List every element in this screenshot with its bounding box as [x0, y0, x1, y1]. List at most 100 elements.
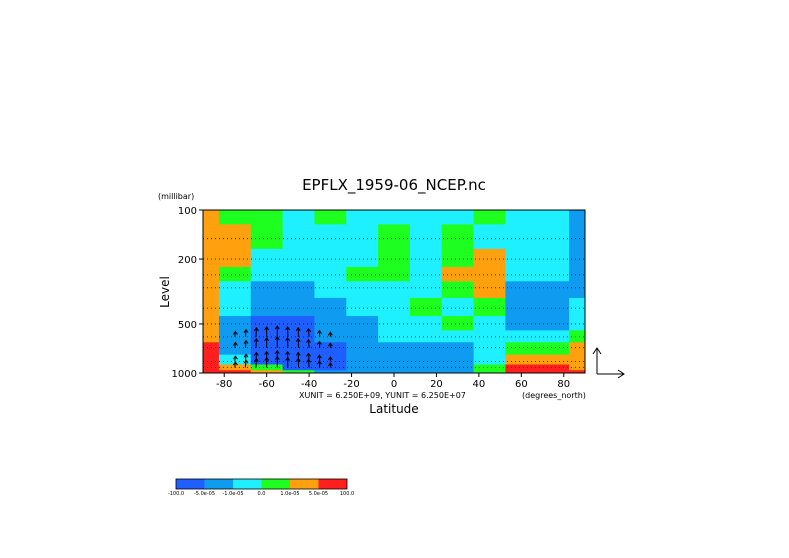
- heatmap-cell: [441, 364, 475, 371]
- colorbar-swatch: [204, 479, 233, 489]
- colorbar-label: -1.0e-05: [223, 491, 244, 497]
- vector-arrow-head: [306, 338, 311, 343]
- x-unit-label: (degrees_north): [522, 391, 586, 400]
- heatmap-cell: [441, 354, 475, 365]
- heatmap-cell: [505, 248, 538, 268]
- heatmap-cell: [537, 281, 570, 299]
- heatmap-cell: [409, 266, 443, 282]
- vector-arrow-head: [253, 337, 259, 343]
- heatmap-cell: [569, 266, 586, 282]
- heatmap-cell: [218, 370, 252, 374]
- heatmap-cell: [314, 210, 347, 225]
- colorbar-label: 5.0e-05: [309, 491, 328, 497]
- vector-arrow-head: [295, 351, 301, 356]
- heatmap-cell: [314, 370, 347, 374]
- vector-arrow: [308, 339, 310, 348]
- heatmap-cell: [282, 210, 315, 225]
- heatmap-cell: [537, 342, 570, 356]
- heatmap-cell: [473, 330, 506, 343]
- y-tick-label: 500: [178, 320, 197, 331]
- vector-arrow-head: [264, 350, 270, 355]
- vector-arrow-head: [285, 326, 291, 331]
- heatmap-cell: [569, 224, 586, 250]
- heatmap-cell: [346, 364, 379, 371]
- heatmap-cell: [473, 281, 506, 299]
- heatmap-cell: [203, 248, 220, 268]
- heatmap-cell: [250, 370, 284, 374]
- heatmap-cell: [505, 330, 538, 343]
- heatmap-cell: [441, 297, 475, 317]
- heatmap-cell: [378, 297, 411, 317]
- vector-arrow-head: [285, 350, 291, 355]
- vector-arrow-head: [317, 340, 322, 345]
- y-tick-label: 1000: [172, 369, 197, 380]
- heatmap-cell: [203, 281, 220, 299]
- vector-arrow-head: [253, 326, 259, 332]
- heatmap-cell: [473, 210, 506, 225]
- heatmap-cell: [218, 210, 252, 225]
- vector-arrow-head: [306, 327, 311, 333]
- heatmap-cell: [203, 316, 220, 331]
- heatmap-cell: [203, 342, 220, 356]
- heatmap-cell: [409, 342, 443, 356]
- colorbar-swatch: [176, 479, 205, 489]
- heatmap-cell: [378, 248, 411, 268]
- heatmap-cell: [441, 224, 475, 250]
- heatmap-cell: [346, 330, 379, 343]
- heatmap-cell: [473, 342, 506, 356]
- heatmap-cell: [441, 281, 475, 299]
- heatmap-cell: [250, 364, 284, 371]
- y-tick-label: 200: [178, 255, 197, 266]
- heatmap-cell: [314, 248, 347, 268]
- heatmap-cell: [203, 370, 220, 374]
- heatmap-cell: [346, 266, 379, 282]
- heatmap-cell: [218, 248, 252, 268]
- heatmap-cell: [378, 266, 411, 282]
- heatmap-cell: [282, 342, 315, 356]
- vector-arrow-head: [317, 329, 322, 334]
- heatmap-cell: [473, 370, 506, 374]
- heatmap-cell: [441, 266, 475, 282]
- vector-arrow: [244, 354, 247, 362]
- heatmap-cell: [441, 370, 475, 374]
- heatmap-cell: [250, 266, 284, 282]
- heatmap-cell: [569, 210, 586, 225]
- colorbar-label: 100.0: [340, 491, 354, 497]
- heatmap-cell: [505, 316, 538, 331]
- heatmap-cell: [282, 297, 315, 317]
- heatmap-cell: [505, 370, 538, 374]
- heatmap-cell: [569, 316, 586, 331]
- heatmap-cell: [378, 224, 411, 250]
- heatmap-cell: [282, 224, 315, 250]
- vector-arrow-head: [327, 362, 333, 367]
- heatmap-cell: [314, 281, 347, 299]
- heatmap-cell: [250, 224, 284, 250]
- x-tick-label: -60: [258, 379, 274, 390]
- reference-vector-icon: [592, 347, 625, 379]
- heatmap-cell: [250, 281, 284, 299]
- vector-arrow-head: [243, 339, 249, 344]
- vector-arrow-head: [306, 352, 311, 357]
- colorbar: -100.0 -5.0e-05 -1.0e-05 0.0 1.0e-05 5.0e-05 1…: [168, 478, 354, 497]
- heatmap-cell: [409, 316, 443, 331]
- vector-arrow-head: [233, 341, 238, 346]
- vector-arrow-head: [233, 330, 238, 335]
- heatmap-cell: [378, 281, 411, 299]
- heatmap-field: [203, 210, 586, 374]
- vector-arrow-head: [295, 326, 301, 332]
- colorbar-frame: [175, 478, 348, 490]
- heatmap-cell: [441, 210, 475, 225]
- heatmap-cell: [537, 266, 570, 282]
- vector-arrow: [308, 353, 310, 362]
- vector-arrow-head: [274, 325, 280, 330]
- heatmap-cell: [218, 342, 252, 356]
- heatmap-cell: [441, 330, 475, 343]
- heatmap-cell: [505, 210, 538, 225]
- heatmap-cell: [314, 342, 347, 356]
- heatmap-cell: [282, 316, 315, 331]
- vector-arrows: [233, 325, 333, 368]
- heatmap-cell: [569, 342, 586, 356]
- heatmap-cell: [250, 342, 284, 356]
- heatmap-cell: [473, 248, 506, 268]
